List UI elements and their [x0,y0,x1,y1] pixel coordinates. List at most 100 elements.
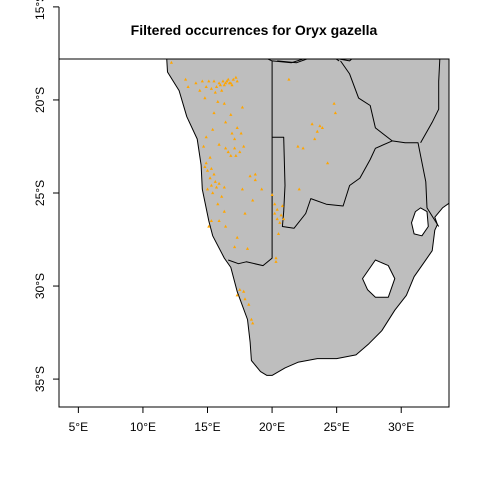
occurrence-point [279,213,283,217]
occurrence-point [301,146,305,150]
occurrence-point [186,85,190,88]
occurrence-point [240,105,244,109]
occurrence-point [224,146,228,150]
occurrence-point [278,221,282,224]
occurrence-point [239,131,243,135]
occurrence-point [280,204,284,208]
occurrence-point [204,85,208,88]
occurrence-point [217,219,221,222]
occurrence-point [211,191,215,195]
country-border-line [375,0,446,18]
occurrence-point [216,202,220,206]
occurrence-point [209,183,213,187]
occurrence-point [216,100,220,103]
occurrence-point [221,79,225,83]
occurrence-point [310,122,314,126]
y-tick-label: 35°S [33,366,47,392]
occurrence-point [217,181,221,185]
occurrence-point [208,176,212,180]
occurrence-point [313,137,317,141]
occurrence-point [275,207,279,211]
occurrence-point [229,154,233,157]
occurrence-point [253,178,257,182]
occurrence-point [225,79,229,83]
occurrence-point [235,126,239,129]
occurrence-point [270,193,274,196]
occurrence-point [276,232,281,235]
occurrence-point [204,161,208,165]
occurrence-point [275,217,279,221]
occurrence-point [287,77,291,81]
occurrence-point [202,144,206,148]
occurrence-point [249,317,253,321]
country-border-line [339,59,353,62]
occurrence-point [260,187,264,191]
occurrence-point [224,120,228,124]
occurrence-point [212,172,216,176]
occurrence-point [194,81,198,85]
occurrence-points [169,60,337,325]
occurrence-point [230,131,234,135]
occurrence-point [326,161,330,165]
occurrence-point [318,124,322,128]
occurrence-point [247,302,251,306]
x-tick-label: 30°E [388,420,414,434]
occurrence-point [198,88,202,92]
country-border-line [228,60,273,267]
occurrence-point [222,83,226,87]
x-tick-label: 10°E [130,420,156,434]
occurrence-point [204,135,208,139]
occurrence-point [214,185,219,189]
occurrence-point [217,142,221,146]
occurrence-point [169,60,173,64]
lake-shape [411,207,429,237]
occurrence-point [243,211,247,215]
occurrence-point [222,101,226,105]
occurrence-point [233,137,237,141]
occurrence-point [205,168,210,172]
occurrence-point [217,81,221,85]
occurrence-point [273,202,277,206]
occurrence-point [226,77,230,81]
x-tick-label: 15°E [194,420,220,434]
occurrence-point [238,150,242,154]
country-border-line [392,140,440,227]
occurrence-point [229,81,233,85]
x-tick-label: 20°E [259,420,285,434]
occurrence-point [209,167,213,170]
occurrence-point [233,146,237,150]
y-tick-label: 20°S [33,87,47,113]
occurrence-point [200,79,204,83]
occurrence-point [212,79,216,83]
country-border-line [272,60,393,229]
occurrence-point [222,209,226,213]
occurrence-point [251,321,255,325]
occurrence-point [222,185,226,189]
y-tick-label: 15°S [33,0,47,20]
occurrence-point [253,172,257,176]
occurrence-point [274,256,278,260]
occurrence-point [226,150,230,154]
y-tick-label: 25°S [33,180,47,206]
lakes-layer [362,207,429,298]
occurrence-point [211,127,215,131]
occurrence-point [274,260,278,263]
occurrence-point [207,79,211,83]
occurrence-point [251,198,255,202]
y-axis: 15°S 20°S 25°S 30°S 35°S [33,0,60,392]
occurrence-point [332,101,336,105]
country-border-line [277,59,340,64]
occurrence-point [213,90,217,94]
occurrence-point [248,174,252,178]
country-borders [228,0,446,267]
x-tick-label: 25°E [324,420,350,434]
occurrence-point [224,81,228,85]
occurrence-point [234,75,238,79]
occurrence-point [235,293,239,297]
occurrence-point [233,245,237,249]
occurrence-point [333,111,337,115]
occurrence-point [315,129,319,133]
occurrence-point [213,180,217,183]
map-title: Filtered occurrences for Oryx gazella [131,22,378,38]
